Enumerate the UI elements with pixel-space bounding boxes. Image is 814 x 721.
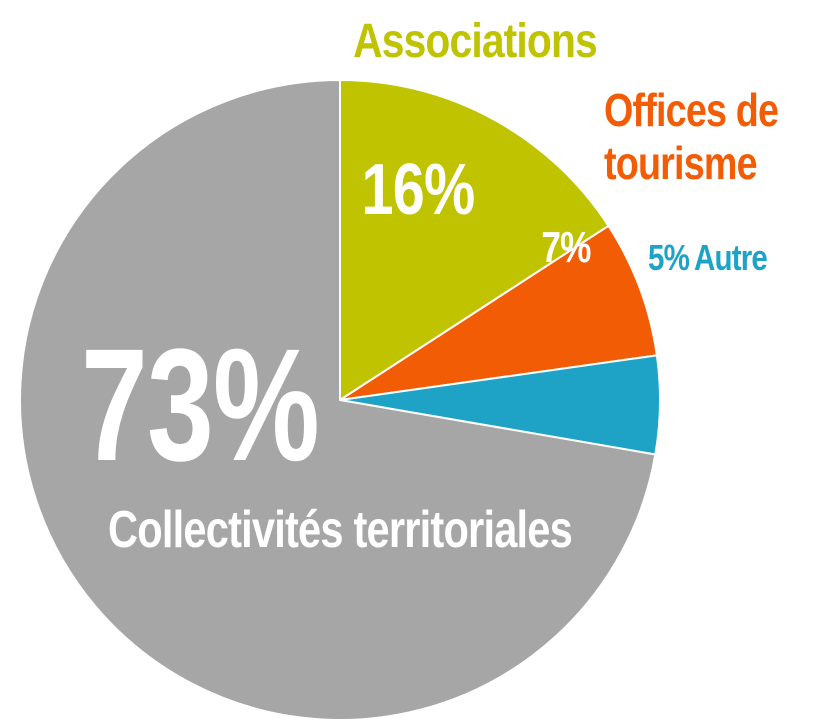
pie-slice — [339, 224, 658, 401]
value-label: 5% — [648, 237, 690, 278]
value-label: 16% — [361, 150, 476, 230]
category-label: Offices de tourisme — [604, 84, 779, 189]
value-label: 73% — [81, 315, 320, 494]
value-label: 7% — [541, 223, 591, 272]
pie-slice — [339, 78, 610, 402]
category-label: Autre — [694, 237, 768, 278]
category-label: Collectivités territoriales — [108, 501, 573, 559]
pie-slice — [19, 78, 657, 721]
category-label: Associations — [353, 15, 598, 68]
